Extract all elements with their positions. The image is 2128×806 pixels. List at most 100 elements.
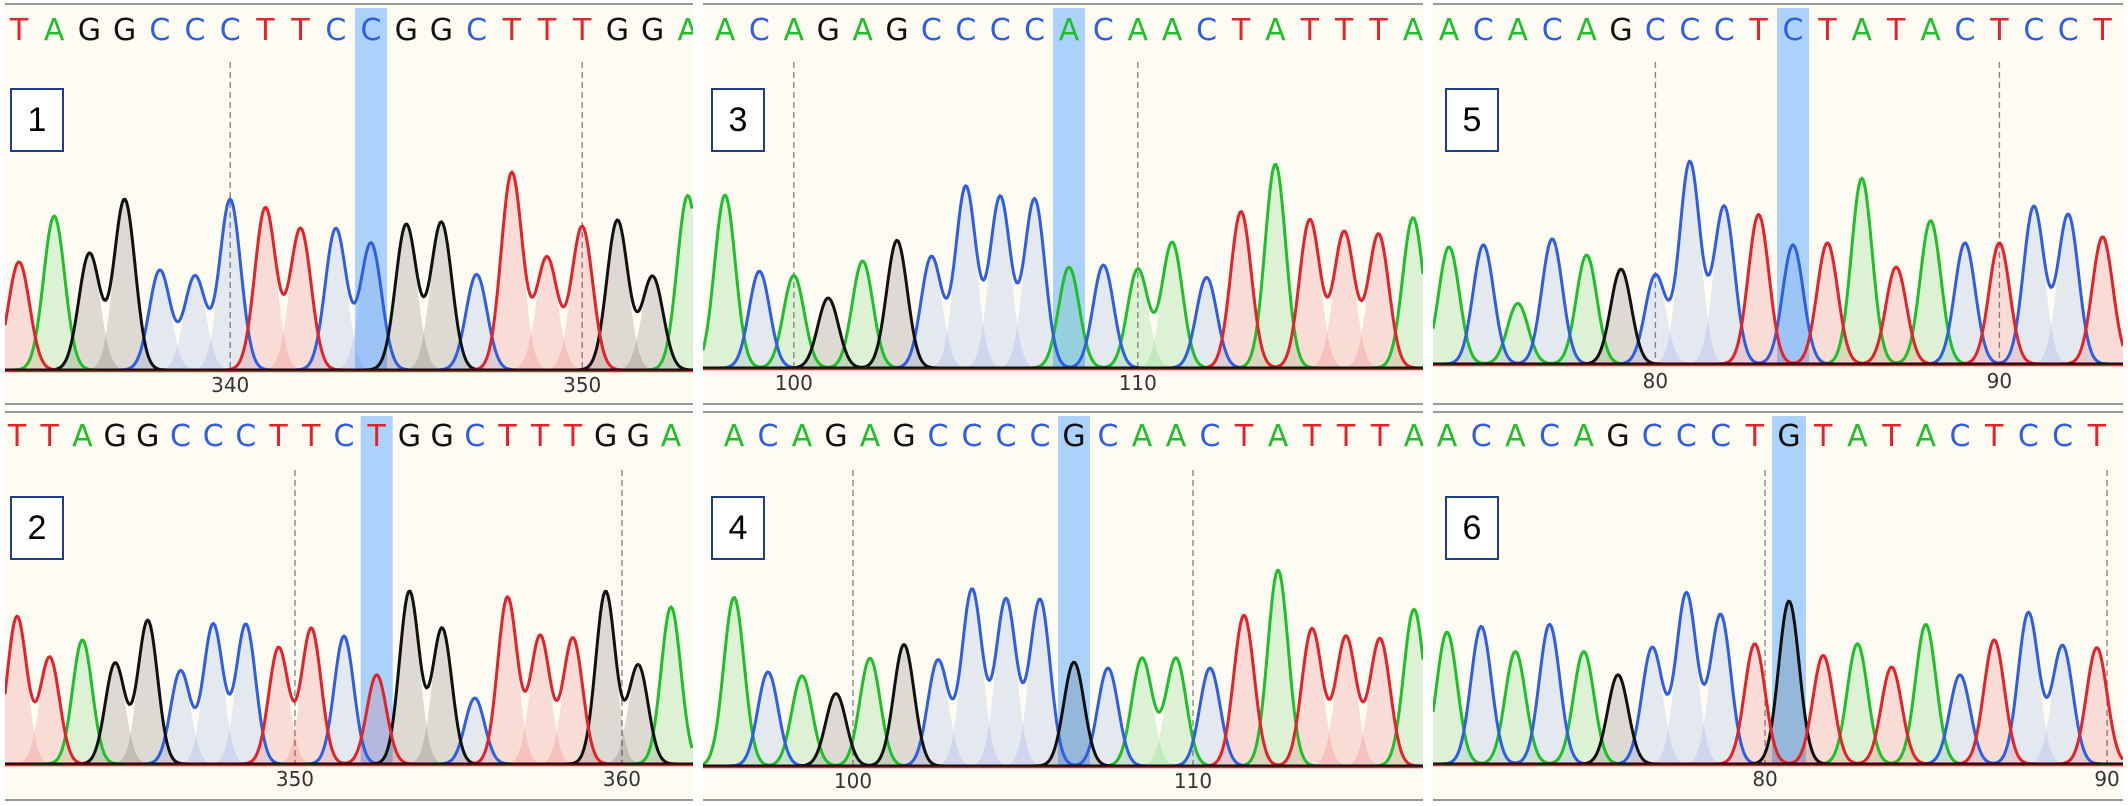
base-letter-1: C (758, 419, 779, 454)
peak-fill-9 (1009, 599, 1071, 766)
base-letter-4: A (1574, 419, 1595, 454)
peak-fill-12 (1830, 178, 1893, 364)
tick-label-1: 110 (1174, 769, 1212, 793)
base-letter-8: T (290, 13, 310, 48)
base-letter-1: A (44, 13, 65, 48)
base-letter-4: A (860, 419, 881, 454)
chromatogram-panel-5: 80 90 A C A C A G C C C T C T A T A C T C C T 5 (1433, 2, 2123, 406)
base-letter-5: G (1609, 13, 1632, 48)
base-letter-20: A (1404, 419, 1423, 454)
base-letter-10: C (1783, 13, 1804, 48)
peak-fill-12 (1111, 658, 1173, 766)
base-letter-15: T (1231, 13, 1251, 48)
base-letter-2: G (78, 13, 101, 48)
base-letter-15: C (1955, 13, 1976, 48)
base-letter-18: T (1336, 419, 1356, 454)
base-letter-5: G (885, 13, 908, 48)
peak-fill-11 (374, 224, 438, 370)
peak-fill-18 (2031, 646, 2094, 764)
base-letter-12: G (398, 419, 421, 454)
base-letter-6: C (220, 13, 241, 48)
peak-fill-13 (1145, 658, 1207, 766)
peak-fill-11 (1072, 265, 1135, 368)
base-letter-6: C (1642, 419, 1663, 454)
base-letter-18: C (2058, 13, 2079, 48)
base-letter-9: T (1745, 419, 1765, 454)
base-letter-8: C (1714, 13, 1735, 48)
chromatogram-svg-5: 80 90A C A C A G C C C T C T A T A C T C C T (1433, 2, 2123, 406)
chromatogram-panel-2: 350 360 T T A G G C C C T T C T G G C T T T G G A 2 (5, 410, 693, 802)
base-letter-1: T (40, 419, 60, 454)
peak-fill-2 (1486, 303, 1549, 364)
base-letter-19: T (2087, 419, 2107, 454)
base-letter-19: T (2092, 13, 2112, 48)
peak-fill-2 (53, 640, 112, 764)
peak-fill-18 (1313, 232, 1376, 368)
peak-fill-19 (656, 195, 693, 370)
panel-number-6: 6 (1445, 496, 1499, 560)
tick-label-0: 350 (276, 767, 314, 791)
base-letter-2: A (1508, 13, 1529, 48)
base-letter-14: A (1920, 13, 1941, 48)
base-letter-10: G (1777, 419, 1800, 454)
peak-fill-13 (412, 628, 472, 764)
peak-fill-8 (969, 197, 1032, 368)
base-letter-0: A (715, 13, 736, 48)
tick-label-1: 90 (1987, 369, 2012, 393)
peak-fill-18 (620, 276, 685, 370)
peak-fill-18 (576, 591, 635, 764)
base-letter-15: C (1950, 419, 1971, 454)
peak-fill-3 (1518, 624, 1581, 764)
base-letter-16: T (530, 419, 550, 454)
base-letter-17: T (1302, 419, 1322, 454)
base-letter-9: C (1024, 13, 1045, 48)
base-letter-2: A (784, 13, 805, 48)
base-letter-17: T (563, 419, 583, 454)
peak-fill-0 (1433, 247, 1480, 364)
highlight-band (1777, 8, 1809, 364)
base-letter-15: T (1234, 419, 1254, 454)
peak-fill-8 (975, 599, 1037, 766)
peak-fill-0 (1433, 632, 1478, 764)
panel-number-3: 3 (711, 88, 765, 152)
peak-fill-8 (1693, 206, 1756, 364)
base-letter-17: G (606, 13, 629, 48)
peak-fill-6 (183, 624, 243, 764)
peak-fill-17 (2002, 206, 2065, 364)
base-letter-14: T (502, 13, 522, 48)
peak-fill-15 (515, 257, 579, 370)
peak-fill-12 (409, 222, 474, 370)
base-letter-3: G (113, 13, 136, 48)
base-letter-10: C (361, 13, 382, 48)
peak-fill-1 (22, 216, 86, 370)
base-letter-12: G (430, 13, 453, 48)
peak-fill-20 (641, 607, 693, 764)
peak-fill-10 (1758, 601, 1820, 764)
peak-fill-3 (1521, 238, 1584, 364)
base-letter-7: C (235, 419, 256, 454)
base-letter-5: C (185, 13, 206, 48)
peak-fill-13 (1141, 242, 1204, 368)
base-letter-18: C (2052, 419, 2073, 454)
base-letter-19: T (1368, 13, 1388, 48)
peak-fill-0 (5, 261, 51, 370)
trace-A (703, 162, 1423, 370)
base-letter-11: C (1093, 13, 1114, 48)
base-letter-5: G (1606, 419, 1629, 454)
chromatogram-panel-4: 100 110 A C A G A G C C C C G C A A C T A T T T A 4 (703, 410, 1423, 802)
base-letter-10: G (1062, 419, 1085, 454)
chromatogram-panel-3: 100 110 A C A G A G C C C C A C A A C T A T T T A 3 (703, 2, 1423, 406)
base-letter-0: T (7, 419, 27, 454)
base-letter-0: A (1439, 13, 1460, 48)
peak-fill-0 (703, 195, 756, 368)
peak-fill-17 (585, 220, 650, 370)
peak-fill-1 (1450, 626, 1512, 764)
base-letter-8: C (996, 419, 1017, 454)
trace-C (1433, 159, 2123, 366)
base-letter-4: A (852, 13, 873, 48)
peak-fill-4 (118, 620, 178, 764)
peak-fill-7 (1655, 593, 1718, 764)
